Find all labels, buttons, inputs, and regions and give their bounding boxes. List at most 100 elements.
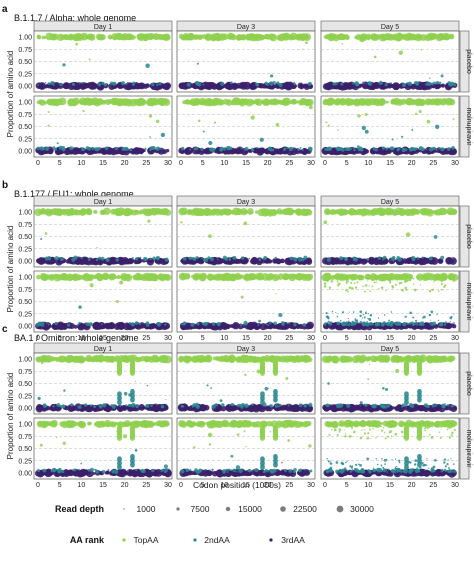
top-aa-point (389, 281, 392, 284)
top-aa-point (401, 289, 404, 292)
top-aa-point (397, 356, 403, 362)
top-aa-point (332, 209, 338, 215)
column-strip-label: Day 1 (94, 346, 112, 353)
section-letter: b (2, 180, 8, 191)
second-aa-point (44, 256, 49, 261)
top-aa-point (392, 279, 394, 281)
top-aa-point (440, 283, 443, 286)
top-aa-point (361, 98, 368, 105)
facet-b-molnupiravir-1: 0.000.250.500.751.000 5 10 15 20 25 30 (18, 270, 173, 342)
y-tick-label: 0.25 (18, 136, 32, 143)
top-aa-point (282, 273, 290, 281)
second-aa-point (42, 403, 47, 408)
second-aa-point (244, 146, 249, 151)
top-aa-point (210, 209, 217, 216)
y-tick-label: 1.00 (18, 422, 32, 429)
second-aa-point (303, 255, 308, 260)
top-aa-point (332, 274, 337, 280)
second-aa-point (336, 321, 341, 326)
third-aa-point (86, 82, 93, 89)
second-aa-point (325, 403, 329, 407)
second-aa-point (362, 314, 365, 316)
second-aa-point (211, 404, 216, 409)
second-aa-point (356, 145, 360, 148)
second-aa-point (397, 147, 401, 151)
second-aa-point (117, 391, 122, 398)
top-aa-point (357, 114, 361, 118)
second-aa-point (269, 404, 272, 407)
second-aa-point (59, 82, 63, 87)
second-aa-point (144, 147, 147, 151)
top-aa-point (450, 35, 455, 39)
second-aa-point (182, 405, 185, 408)
top-aa-point (305, 41, 308, 45)
third-aa-point (282, 84, 288, 89)
top-aa-point (146, 34, 152, 40)
top-aa-point (156, 99, 162, 105)
second-aa-point (78, 321, 81, 325)
top-aa-point (38, 99, 44, 105)
top-aa-point (56, 436, 58, 439)
top-aa-point (393, 34, 400, 40)
second-aa-point (87, 468, 91, 472)
second-aa-point (426, 81, 432, 86)
column-strip-label: Day 3 (237, 346, 255, 353)
top-aa-point (282, 33, 289, 40)
second-aa-point (256, 83, 259, 87)
top-aa-point (369, 363, 371, 366)
row-strip (459, 95, 470, 158)
second-aa-point (240, 256, 245, 260)
top-aa-point (72, 97, 81, 106)
second-aa-point (401, 147, 406, 153)
top-aa-point (218, 99, 225, 106)
third-aa-point (190, 83, 196, 89)
third-aa-point (302, 83, 307, 89)
second-aa-point (278, 83, 283, 87)
third-aa-point (178, 82, 186, 90)
top-aa-point (116, 359, 123, 367)
top-aa-point (66, 420, 74, 427)
second-aa-point (232, 255, 237, 260)
top-aa-point (381, 286, 384, 289)
third-aa-point (123, 407, 127, 410)
second-aa-point (351, 320, 355, 324)
second-aa-point (449, 316, 453, 320)
third-aa-point (251, 257, 258, 264)
top-aa-point (401, 274, 408, 280)
second-aa-point (208, 140, 213, 146)
top-aa-point (372, 210, 376, 214)
facet-c-molnupiravir-2: 0 5 10 15 20 25 30 (176, 417, 316, 489)
top-aa-point (82, 272, 91, 281)
top-aa-point (287, 355, 295, 362)
second-aa-point (80, 257, 84, 260)
third-aa-point (235, 83, 240, 88)
top-aa-point (89, 283, 94, 288)
top-aa-point (418, 109, 422, 114)
second-aa-point (359, 320, 363, 324)
second-aa-point (433, 235, 438, 239)
section-a: aB.1.1.7 / Alpha: whole genomeProportion… (2, 4, 472, 167)
second-aa-point (417, 388, 422, 395)
third-aa-point (358, 406, 362, 410)
top-aa-point (48, 421, 54, 427)
top-aa-point (428, 289, 432, 293)
top-aa-point (68, 100, 72, 104)
top-aa-point (122, 35, 128, 41)
top-aa-point (396, 99, 404, 106)
top-aa-point (36, 274, 41, 280)
top-aa-point (413, 288, 417, 292)
top-aa-point (122, 434, 128, 439)
second-aa-point (385, 147, 388, 151)
second-aa-point (308, 82, 312, 85)
top-aa-point (403, 359, 410, 367)
second-aa-point (51, 467, 56, 472)
top-aa-point (391, 284, 394, 288)
second-aa-point (243, 320, 248, 326)
second-aa-point (271, 148, 275, 152)
top-aa-point (337, 284, 340, 287)
second-aa-point (341, 322, 346, 327)
top-aa-point (180, 221, 183, 224)
second-aa-point (216, 322, 221, 326)
top-aa-point (119, 100, 123, 103)
second-aa-point (437, 319, 440, 322)
